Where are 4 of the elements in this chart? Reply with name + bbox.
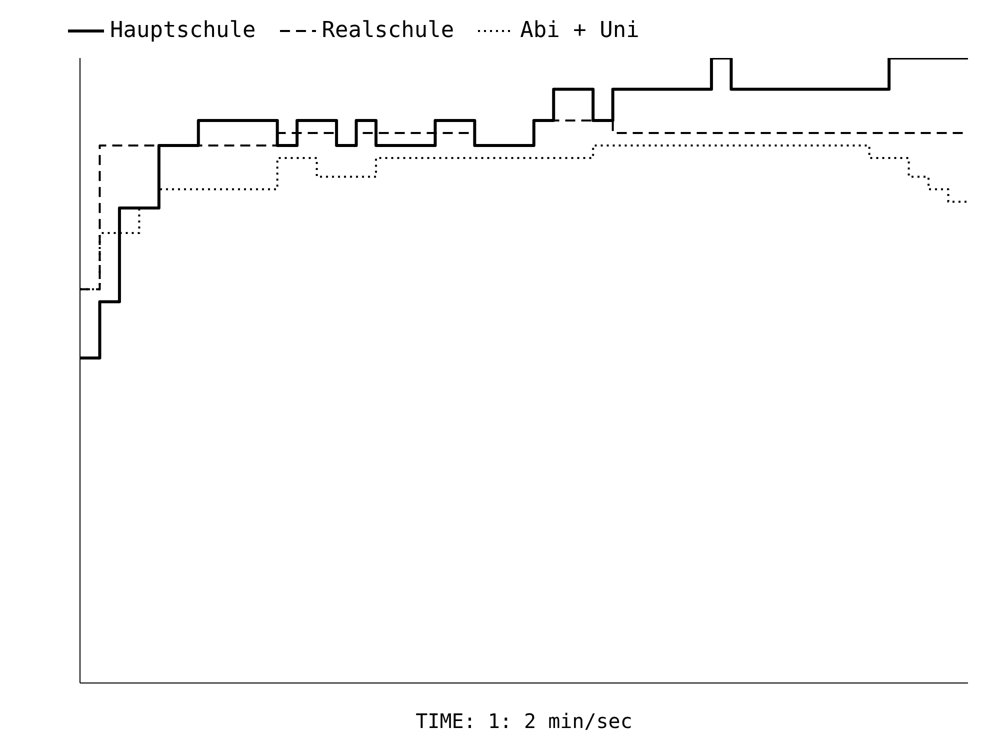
legend-label: Realschule <box>322 18 454 43</box>
x-axis-title: TIME: 1: 2 min/sec <box>416 709 632 733</box>
legend-label: Abi + Uni <box>520 18 640 43</box>
legend-label: Hauptschule <box>110 18 256 43</box>
